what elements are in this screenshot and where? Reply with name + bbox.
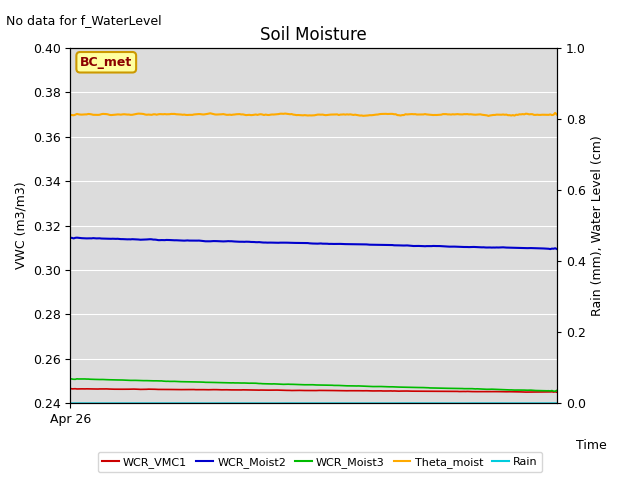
Text: BC_met: BC_met bbox=[80, 56, 132, 69]
Legend: WCR_VMC1, WCR_Moist2, WCR_Moist3, Theta_moist, Rain: WCR_VMC1, WCR_Moist2, WCR_Moist3, Theta_… bbox=[97, 452, 543, 472]
Text: No data for f_WaterLevel: No data for f_WaterLevel bbox=[6, 14, 162, 27]
Y-axis label: Rain (mm), Water Level (cm): Rain (mm), Water Level (cm) bbox=[591, 135, 604, 316]
Y-axis label: VWC (m3/m3): VWC (m3/m3) bbox=[14, 182, 28, 269]
Text: Time: Time bbox=[576, 439, 607, 452]
Title: Soil Moisture: Soil Moisture bbox=[260, 25, 367, 44]
